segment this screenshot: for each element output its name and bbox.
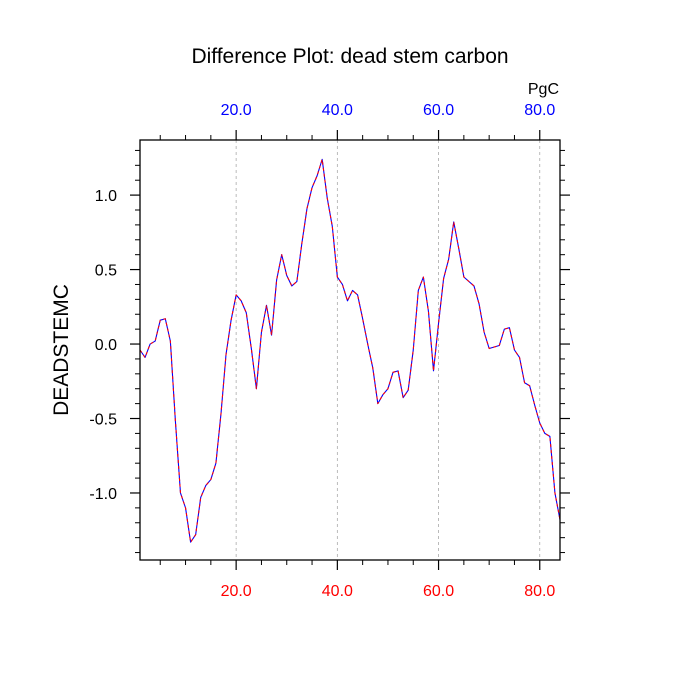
series-lines — [139, 158, 561, 543]
series-line-overlay — [139, 158, 561, 543]
tick-labels: 20.0 20.0 40.0 40.0 60.0 60.0 80.0 80.0 -1.0 -0.5… — [89, 102, 555, 600]
x-tick-label-top-2: 60.0 — [423, 102, 454, 119]
y-tick-label-2: 0.0 — [95, 337, 117, 354]
y-axis-label: DEADSTEMC — [50, 284, 73, 416]
x-tick-label-bottom-3: 80.0 — [524, 583, 555, 600]
top-axis-unit-label: PgC — [528, 81, 559, 98]
x-tick-label-bottom-2: 60.0 — [423, 583, 454, 600]
y-tick-label-0: -1.0 — [89, 486, 117, 503]
y-tick-label-3: 0.5 — [95, 263, 117, 280]
major-ticks — [130, 130, 570, 570]
x-tick-label-top-3: 80.0 — [524, 102, 555, 119]
y-tick-label-1: -0.5 — [89, 412, 117, 429]
plot-frame — [139, 139, 561, 561]
minor-ticks — [135, 135, 565, 565]
chart-title: Difference Plot: dead stem carbon — [191, 45, 508, 68]
x-tick-label-bottom-0: 20.0 — [221, 583, 252, 600]
y-tick-label-4: 1.0 — [95, 188, 117, 205]
x-tick-label-bottom-1: 40.0 — [322, 583, 353, 600]
x-tick-label-top-0: 20.0 — [221, 102, 252, 119]
grid-lines — [235, 140, 541, 560]
x-tick-label-top-1: 40.0 — [322, 102, 353, 119]
